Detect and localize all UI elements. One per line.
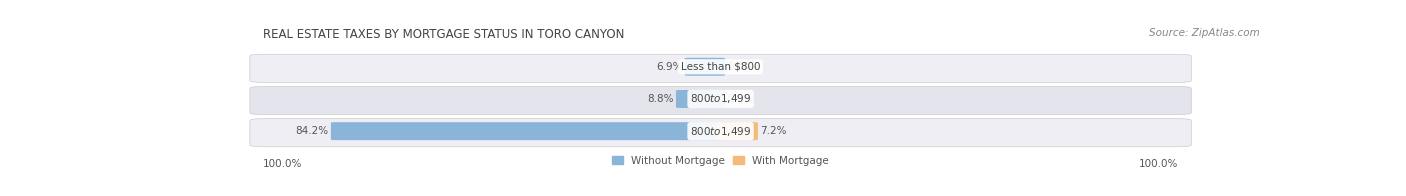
FancyBboxPatch shape [250,54,1191,82]
Text: 84.2%: 84.2% [295,126,329,136]
Text: 0.0%: 0.0% [727,62,754,72]
Text: 6.9%: 6.9% [657,62,682,72]
FancyBboxPatch shape [676,90,725,108]
Text: 100.0%: 100.0% [263,159,302,169]
FancyBboxPatch shape [716,122,758,140]
Text: Source: ZipAtlas.com: Source: ZipAtlas.com [1149,28,1260,38]
Text: 0.0%: 0.0% [727,94,754,104]
Text: Less than $800: Less than $800 [681,62,761,72]
FancyBboxPatch shape [685,58,725,76]
Text: 7.2%: 7.2% [761,126,786,136]
FancyBboxPatch shape [330,122,725,140]
Text: 100.0%: 100.0% [1139,159,1178,169]
Text: REAL ESTATE TAXES BY MORTGAGE STATUS IN TORO CANYON: REAL ESTATE TAXES BY MORTGAGE STATUS IN … [263,28,624,41]
Legend: Without Mortgage, With Mortgage: Without Mortgage, With Mortgage [610,153,831,168]
Text: $800 to $1,499: $800 to $1,499 [690,125,751,138]
Text: $800 to $1,499: $800 to $1,499 [690,93,751,105]
FancyBboxPatch shape [250,86,1191,115]
FancyBboxPatch shape [250,119,1191,147]
Text: 8.8%: 8.8% [647,94,673,104]
